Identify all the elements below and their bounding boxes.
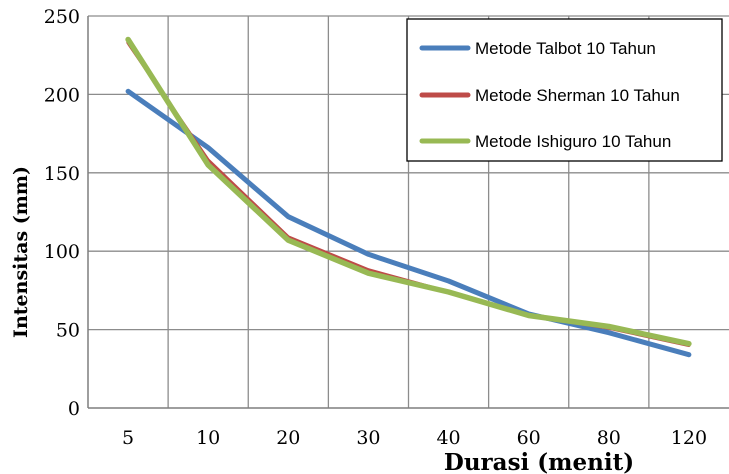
legend-box [406, 18, 723, 162]
x-tick-label: 5 [122, 427, 134, 449]
legend: Metode Talbot 10 Tahun Metode Sherman 10 … [406, 18, 723, 162]
y-axis-title: Intensitas (mm) [10, 166, 32, 338]
x-tick-label: 20 [276, 427, 300, 449]
x-axis-title: Durasi (menit) [444, 449, 634, 474]
series-line [125, 36, 692, 347]
y-tick-label: 50 [56, 320, 80, 342]
y-tick-label: 250 [44, 6, 80, 28]
x-tick-label: 120 [671, 427, 707, 449]
legend-label: Metode Ishiguro 10 Tahun [475, 132, 671, 151]
y-tick-labels: 0 50 100 150 200 250 [44, 6, 80, 420]
x-tick-label: 10 [196, 427, 220, 449]
x-tick-label: 40 [436, 427, 460, 449]
x-tick-label: 30 [356, 427, 380, 449]
legend-label: Metode Sherman 10 Tahun [475, 86, 680, 105]
x-tick-labels: 5 10 20 30 40 60 80 120 [122, 427, 707, 449]
y-tick-label: 200 [44, 84, 80, 106]
axes [87, 16, 729, 409]
series-line [125, 88, 692, 358]
y-tick-label: 150 [44, 163, 80, 185]
x-tick-label: 60 [517, 427, 541, 449]
y-tick-label: 100 [44, 241, 80, 263]
legend-label: Metode Talbot 10 Tahun [475, 39, 656, 58]
data-series [125, 36, 692, 358]
x-tick-label: 80 [597, 427, 621, 449]
y-tick-label: 0 [68, 398, 80, 420]
